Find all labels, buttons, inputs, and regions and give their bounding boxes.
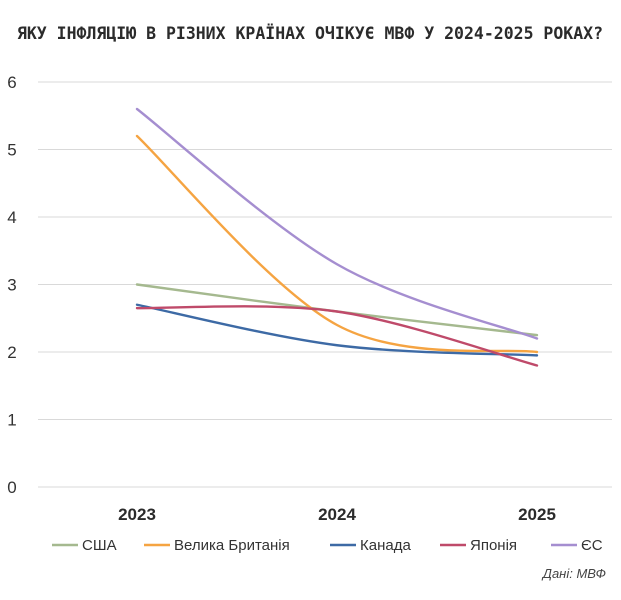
- legend: США Велика Британія Канада Японія ЄС: [52, 537, 603, 554]
- grid-layer: [38, 81, 612, 488]
- x-tick-label: 2025: [518, 505, 556, 524]
- legend-label: ЄС: [581, 537, 603, 554]
- legend-item: ЄС: [551, 537, 603, 554]
- x-axis: 2023 2024 2025: [118, 505, 556, 524]
- legend-item: США: [52, 537, 117, 554]
- x-tick-label: 2023: [118, 505, 156, 524]
- legend-item: Канада: [330, 537, 411, 554]
- series-line-1: [135, 134, 539, 354]
- x-tick-label: 2024: [318, 505, 356, 524]
- series-layer: [135, 107, 539, 367]
- y-tick-label: 1: [7, 411, 16, 430]
- y-tick-label: 0: [7, 478, 16, 497]
- legend-label: Велика Британія: [174, 537, 290, 554]
- legend-item: Японія: [440, 537, 517, 554]
- legend-label: США: [82, 537, 117, 554]
- y-tick-label: 3: [7, 276, 16, 295]
- series-line-2: [135, 303, 539, 357]
- legend-label: Японія: [470, 537, 517, 554]
- y-tick-label: 5: [7, 141, 16, 160]
- series-line-4: [135, 107, 539, 340]
- source-note: Дані: МВФ: [541, 566, 606, 581]
- legend-item: Велика Британія: [144, 537, 290, 554]
- series-line-0: [135, 283, 539, 337]
- legend-label: Канада: [360, 537, 411, 554]
- chart-title: ЯКУ ІНФЛЯЦІЮ В РІЗНИХ КРАЇНАХ ОЧІКУЄ МВФ…: [17, 24, 603, 43]
- series-line-3: [135, 305, 539, 367]
- y-tick-label: 4: [7, 208, 16, 227]
- y-tick-label: 6: [7, 73, 16, 92]
- y-tick-label: 2: [7, 343, 16, 362]
- y-axis: 0 1 2 3 4 5 6: [7, 73, 16, 497]
